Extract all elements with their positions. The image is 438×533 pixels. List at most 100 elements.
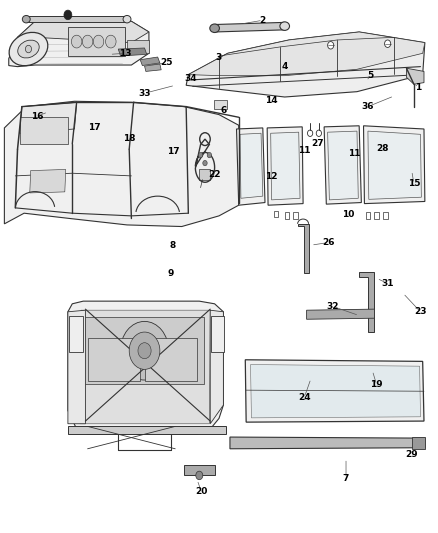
Polygon shape [245,360,424,422]
Text: 9: 9 [168,269,174,278]
Bar [412,437,425,449]
Text: 34: 34 [184,75,197,83]
Text: 17: 17 [167,148,179,156]
Text: 7: 7 [343,474,349,483]
Text: 23: 23 [414,308,427,316]
Circle shape [120,321,169,380]
Circle shape [129,332,160,369]
Polygon shape [215,22,285,32]
Text: 24: 24 [298,393,311,401]
Bar [366,212,370,219]
Polygon shape [20,102,77,133]
Circle shape [93,35,104,48]
Bar [199,169,210,180]
Text: 28: 28 [376,144,389,152]
Text: 25: 25 [160,59,173,67]
Polygon shape [145,64,161,71]
Text: 20: 20 [195,488,208,496]
Text: 17: 17 [88,124,100,132]
Circle shape [207,152,212,158]
Polygon shape [186,32,425,97]
Polygon shape [328,131,358,200]
Bar [211,316,224,352]
Text: 1: 1 [415,84,421,92]
Text: 16: 16 [31,112,43,120]
Text: 12: 12 [265,173,278,181]
Circle shape [198,152,203,158]
Text: 5: 5 [367,71,373,80]
Bar [88,338,140,381]
Ellipse shape [18,40,39,58]
Bar [20,117,68,144]
Text: 26: 26 [322,238,335,247]
Circle shape [82,35,93,48]
Polygon shape [271,132,300,200]
Circle shape [64,10,72,20]
Text: 22: 22 [208,171,221,179]
Text: 36: 36 [362,102,374,111]
Bar [293,212,298,219]
Polygon shape [210,310,223,424]
Circle shape [307,130,313,136]
Bar [69,316,83,352]
Circle shape [196,471,203,480]
Polygon shape [118,48,147,56]
Bar [285,212,289,219]
Polygon shape [68,426,226,434]
Polygon shape [30,169,66,193]
Polygon shape [80,310,210,424]
Polygon shape [267,127,303,205]
Bar [145,338,197,381]
Bar [127,40,149,53]
Polygon shape [364,126,425,204]
Polygon shape [68,310,85,424]
Text: 4: 4 [282,62,288,71]
Ellipse shape [210,24,219,33]
Circle shape [385,40,391,47]
Polygon shape [298,224,309,273]
Circle shape [328,42,334,49]
Bar [374,212,379,219]
Circle shape [316,130,321,136]
Polygon shape [68,301,223,434]
Polygon shape [359,272,374,332]
Text: 33: 33 [138,89,151,98]
Polygon shape [230,437,425,449]
Polygon shape [237,128,265,205]
Circle shape [138,343,151,359]
Bar [68,27,125,56]
Text: 8: 8 [170,241,176,249]
Text: 32: 32 [327,302,339,311]
Polygon shape [324,126,361,204]
Polygon shape [184,465,215,475]
Circle shape [71,35,82,48]
Text: 15: 15 [408,180,420,188]
Polygon shape [9,21,149,67]
Text: 3: 3 [216,53,222,62]
Text: 2: 2 [260,16,266,25]
Ellipse shape [123,15,131,23]
Polygon shape [307,309,374,319]
Ellipse shape [280,22,290,30]
Polygon shape [4,101,239,227]
Text: 31: 31 [381,279,394,288]
Bar [274,211,278,217]
Circle shape [106,35,116,48]
Text: 27: 27 [311,140,324,148]
Text: 19: 19 [371,381,383,389]
Polygon shape [251,365,420,418]
Polygon shape [26,16,127,22]
Text: 11: 11 [349,149,361,158]
Polygon shape [140,57,160,66]
Text: 14: 14 [265,96,278,104]
Text: 13: 13 [119,49,131,58]
Text: 6: 6 [220,107,226,115]
Bar [85,317,204,384]
Text: 11: 11 [298,146,311,155]
Text: 18: 18 [123,134,135,143]
Polygon shape [406,68,424,84]
Ellipse shape [9,33,48,66]
Bar [214,100,227,109]
Polygon shape [188,32,425,76]
Polygon shape [240,133,263,198]
